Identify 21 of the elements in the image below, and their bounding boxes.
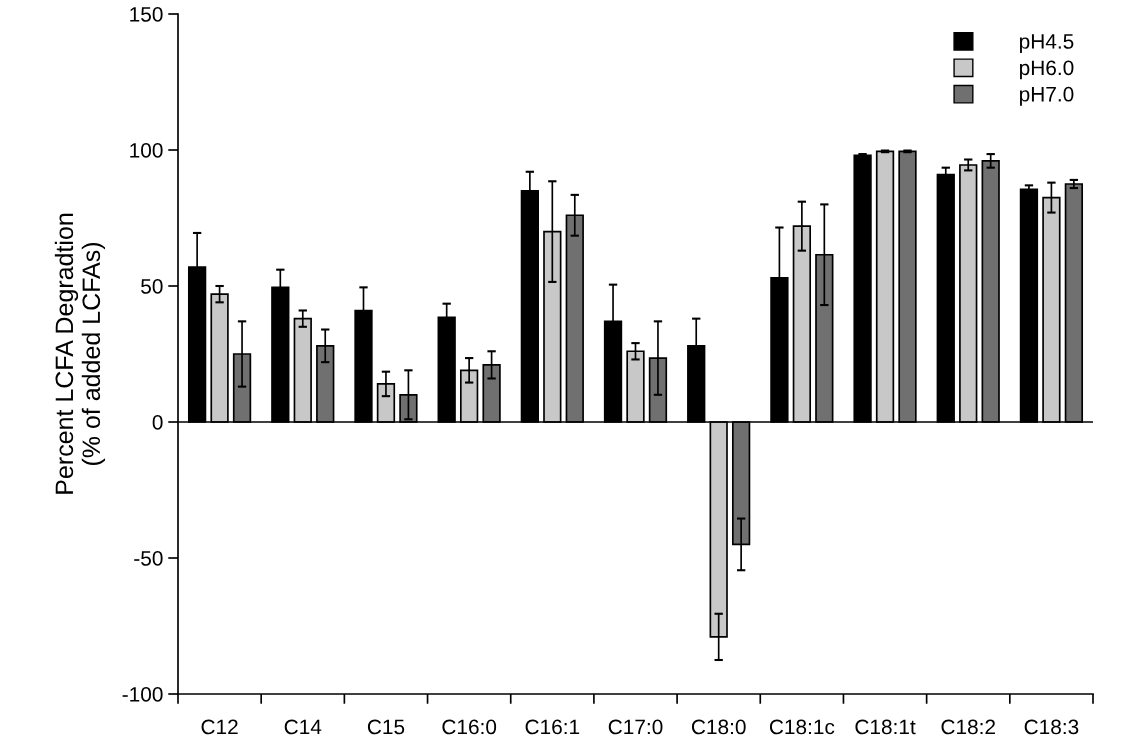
y-tick-label: 50 bbox=[141, 279, 163, 294]
y-tick-label: 100 bbox=[130, 143, 163, 158]
x-tick-label: C16:0 bbox=[442, 719, 497, 735]
x-tick-label: C15 bbox=[367, 719, 405, 735]
x-tick-label: C18:0 bbox=[691, 719, 746, 735]
legend-label: pH4.5 bbox=[1020, 34, 1074, 53]
x-tick-label: C17:0 bbox=[608, 719, 663, 735]
x-tick-label: C12 bbox=[201, 719, 238, 735]
y-axis-title: Percent LCFA Degradtion (% of added LCFAs) bbox=[54, 213, 106, 494]
legend-label: pH6.0 bbox=[1020, 60, 1074, 80]
y-tick-label: 0 bbox=[152, 415, 163, 430]
x-tick-label: C14 bbox=[284, 719, 322, 735]
y-tick-label: -50 bbox=[134, 551, 163, 566]
y-tick-label: 150 bbox=[130, 7, 163, 22]
y-tick-label: -100 bbox=[122, 687, 163, 702]
x-tick-label: C18:1c bbox=[769, 719, 835, 735]
legend-label: pH7.0 bbox=[1020, 86, 1074, 106]
x-tick-label: C18:2 bbox=[941, 719, 995, 735]
x-tick-label: C16:1 bbox=[525, 719, 580, 735]
x-tick-label: C18:3 bbox=[1024, 719, 1079, 735]
x-tick-label: C18:1t bbox=[855, 719, 916, 735]
